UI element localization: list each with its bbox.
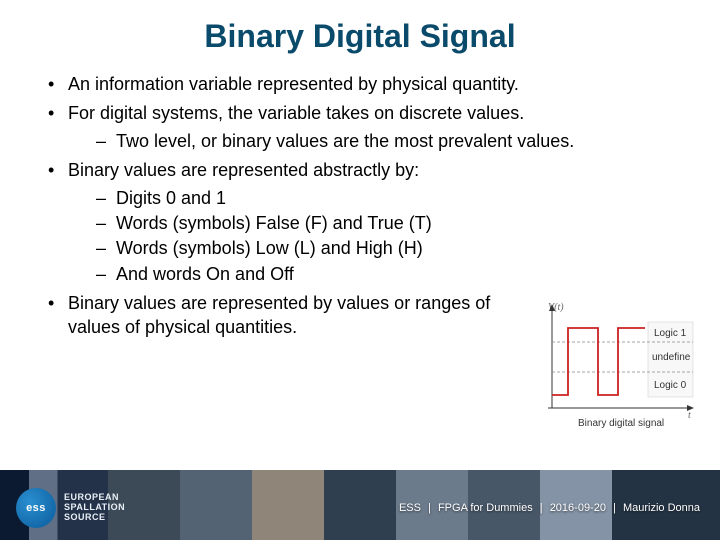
meta-title: FPGA for Dummies (438, 502, 533, 514)
ess-logo-text: EUROPEAN SPALLATION SOURCE (64, 493, 125, 523)
signal-diagram: V(t) t Logic 1 undefine Logic 0 Binary d… (530, 300, 700, 430)
bullet-2: For digital systems, the variable takes … (40, 102, 690, 153)
org-line-3: SOURCE (64, 513, 125, 523)
bullet-3-sub-3: Words (symbols) Low (L) and High (H) (68, 237, 690, 260)
meta-author: Maurizio Donna (623, 502, 700, 514)
ess-logo: ess EUROPEAN SPALLATION SOURCE (16, 488, 125, 528)
undef-label: undefine (652, 352, 691, 363)
bullet-3-sub-1: Digits 0 and 1 (68, 187, 690, 210)
x-axis-label: t (688, 410, 691, 421)
logic1-label: Logic 1 (654, 328, 687, 339)
bullet-3-text: Binary values are represented abstractly… (68, 160, 419, 180)
bullet-2-sub-1: Two level, or binary values are the most… (68, 130, 690, 153)
bullet-2-text: For digital systems, the variable takes … (68, 103, 524, 123)
meta-sep-1: | (428, 502, 431, 514)
y-axis-label: V(t) (548, 302, 564, 313)
footer-band: ess EUROPEAN SPALLATION SOURCE ESS | FPG… (0, 470, 720, 540)
bullet-4: Binary values are represented by values … (40, 292, 510, 339)
logic0-label: Logic 0 (654, 380, 687, 391)
bullet-3-sub-2: Words (symbols) False (F) and True (T) (68, 212, 690, 235)
signal-waveform (552, 328, 645, 395)
meta-sep-3: | (613, 502, 616, 514)
meta-site: ESS (399, 502, 421, 514)
bullet-1: An information variable represented by p… (40, 73, 690, 96)
ess-logo-circle: ess (16, 488, 56, 528)
meta-date: 2016-09-20 (550, 502, 606, 514)
bullet-3-sub-4: And words On and Off (68, 263, 690, 286)
bullet-3: Binary values are represented abstractly… (40, 159, 690, 286)
meta-sep-2: | (540, 502, 543, 514)
footer-meta: ESS | FPGA for Dummies | 2016-09-20 | Ma… (397, 502, 702, 514)
chart-caption: Binary digital signal (578, 418, 664, 429)
slide-title: Binary Digital Signal (0, 0, 720, 73)
